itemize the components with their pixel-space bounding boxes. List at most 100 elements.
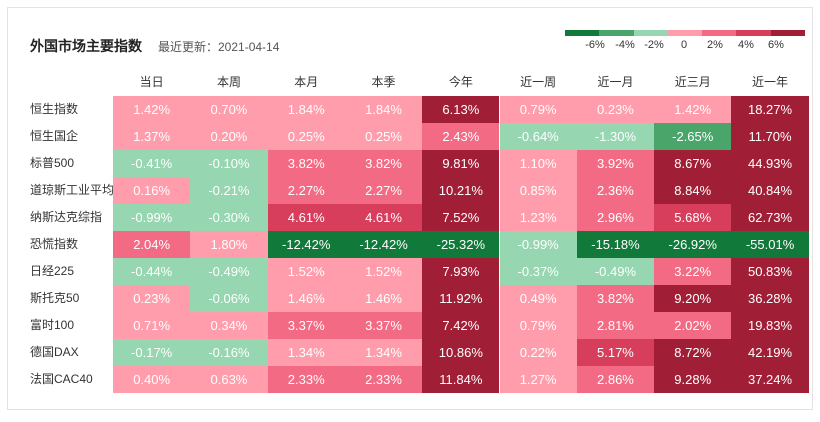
legend-swatch bbox=[633, 30, 668, 36]
heatmap-cell: 0.85% bbox=[499, 177, 577, 204]
heatmap-cell: 3.82% bbox=[267, 150, 345, 177]
row-label: 纳斯达克综指 bbox=[30, 210, 103, 224]
heatmap-cell: -0.41% bbox=[113, 150, 191, 177]
heatmap-cell: 1.42% bbox=[113, 96, 191, 123]
heatmap-cell: -0.21% bbox=[190, 177, 268, 204]
heatmap-cell: -0.16% bbox=[190, 339, 268, 366]
heatmap-cell: 0.23% bbox=[113, 285, 191, 312]
heatmap-cell: 8.84% bbox=[654, 177, 732, 204]
heatmap-cell: 37.24% bbox=[731, 366, 809, 393]
heatmap-cell: 1.27% bbox=[499, 366, 577, 393]
heatmap-cell: 2.04% bbox=[113, 231, 191, 258]
heatmap-cell: -0.49% bbox=[190, 258, 268, 285]
heatmap-cell: -0.17% bbox=[113, 339, 191, 366]
heatmap-cell: 7.52% bbox=[422, 204, 500, 231]
heatmap-cell: 2.43% bbox=[422, 123, 500, 150]
heatmap-cell: 1.34% bbox=[344, 339, 423, 366]
row-label: 日经225 bbox=[30, 264, 75, 278]
heatmap-cell: -1.30% bbox=[576, 123, 655, 150]
heatmap-cell: 4.61% bbox=[344, 204, 423, 231]
heatmap-cell: 40.84% bbox=[731, 177, 809, 204]
heatmap-cell: 0.25% bbox=[344, 123, 423, 150]
heatmap-cell: 18.27% bbox=[731, 96, 809, 123]
heatmap-cell: 0.16% bbox=[113, 177, 191, 204]
row-label: 富时100 bbox=[30, 318, 75, 332]
legend-color-bar bbox=[565, 30, 805, 36]
heatmap-cell: 7.42% bbox=[422, 312, 500, 339]
heatmap-cell: 3.92% bbox=[576, 150, 655, 177]
heatmap-cell: 42.19% bbox=[731, 339, 809, 366]
heatmap-cell: 1.84% bbox=[344, 96, 423, 123]
heatmap-cell: 1.37% bbox=[113, 123, 191, 150]
heatmap-cell: 0.34% bbox=[190, 312, 268, 339]
legend-swatch bbox=[736, 30, 771, 36]
heatmap-cell: -0.64% bbox=[499, 123, 577, 150]
heatmap-cell: 11.84% bbox=[422, 366, 500, 393]
legend-label: -2% bbox=[644, 39, 664, 51]
row-label: 标普500 bbox=[30, 156, 75, 170]
heatmap-cell: 62.73% bbox=[731, 204, 809, 231]
heatmap-cell: 2.02% bbox=[654, 312, 732, 339]
heatmap-cell: 8.67% bbox=[654, 150, 732, 177]
heatmap-cell: 6.13% bbox=[422, 96, 500, 123]
column-header: 近一月 bbox=[597, 75, 634, 89]
heatmap-cell: 2.86% bbox=[576, 366, 655, 393]
legend-label: -6% bbox=[585, 39, 605, 51]
heatmap-cell: 3.82% bbox=[344, 150, 423, 177]
heatmap-cell: 0.23% bbox=[576, 96, 655, 123]
heatmap-cell: -0.06% bbox=[190, 285, 268, 312]
column-header: 当日 bbox=[139, 75, 164, 89]
heatmap-cell: 44.93% bbox=[731, 150, 809, 177]
heatmap-cell: -0.49% bbox=[576, 258, 655, 285]
heatmap-cell: 2.33% bbox=[267, 366, 345, 393]
heatmap-cell: -0.30% bbox=[190, 204, 268, 231]
heatmap-cell: 3.22% bbox=[654, 258, 732, 285]
heatmap-cell: -26.92% bbox=[654, 231, 732, 258]
legend-label: 4% bbox=[738, 39, 754, 51]
heatmap-cell: 11.92% bbox=[422, 285, 500, 312]
legend-swatch bbox=[770, 30, 805, 36]
heatmap-cell: -12.42% bbox=[344, 231, 423, 258]
heatmap-cell: -0.44% bbox=[113, 258, 191, 285]
heatmap-cell: 0.20% bbox=[190, 123, 268, 150]
heatmap-cell: 1.84% bbox=[267, 96, 345, 123]
heatmap-cell: 4.61% bbox=[267, 204, 345, 231]
heatmap-cell: 1.46% bbox=[344, 285, 423, 312]
heatmap-cell: 1.52% bbox=[267, 258, 345, 285]
column-header: 近三月 bbox=[674, 75, 711, 89]
heatmap-cell: 9.81% bbox=[422, 150, 500, 177]
heatmap-cell: 1.52% bbox=[344, 258, 423, 285]
heatmap-cell: 10.21% bbox=[422, 177, 500, 204]
heatmap-cell: 2.27% bbox=[344, 177, 423, 204]
heatmap-cell: 1.46% bbox=[267, 285, 345, 312]
legend-label: 0 bbox=[680, 39, 688, 51]
heatmap-cell: -0.99% bbox=[113, 204, 191, 231]
heatmap-cell: 1.42% bbox=[654, 96, 732, 123]
row-label: 恒生国企 bbox=[30, 129, 79, 143]
heatmap-cell: 0.79% bbox=[499, 312, 577, 339]
heatmap-cell: 2.36% bbox=[576, 177, 655, 204]
heatmap-cell: 50.83% bbox=[731, 258, 809, 285]
legend-label: 2% bbox=[707, 39, 723, 51]
heatmap-cell: -55.01% bbox=[731, 231, 809, 258]
heatmap-cell: -0.99% bbox=[499, 231, 577, 258]
heatmap-cell: 2.27% bbox=[267, 177, 345, 204]
heatmap-cell: 19.83% bbox=[731, 312, 809, 339]
heatmap-cell: 36.28% bbox=[731, 285, 809, 312]
heatmap-cell: 5.68% bbox=[654, 204, 732, 231]
heatmap-cell: 10.86% bbox=[422, 339, 500, 366]
heatmap-cell: 0.40% bbox=[113, 366, 191, 393]
row-label: 恒生指数 bbox=[30, 102, 79, 116]
chart-title: 外国市场主要指数 bbox=[30, 38, 142, 54]
heatmap-cell: 11.70% bbox=[731, 123, 809, 150]
legend-swatch bbox=[599, 30, 634, 36]
column-header: 近一周 bbox=[520, 75, 557, 89]
row-label: 斯托克50 bbox=[30, 291, 80, 305]
heatmap-cell: 0.71% bbox=[113, 312, 191, 339]
column-header: 今年 bbox=[448, 75, 473, 89]
heatmap-cell: 0.70% bbox=[190, 96, 268, 123]
heatmap-cell: -2.65% bbox=[654, 123, 732, 150]
row-label: 道琼斯工业平均 bbox=[30, 183, 115, 197]
heatmap-cell: -0.37% bbox=[499, 258, 577, 285]
heatmap-cell: 3.37% bbox=[344, 312, 423, 339]
